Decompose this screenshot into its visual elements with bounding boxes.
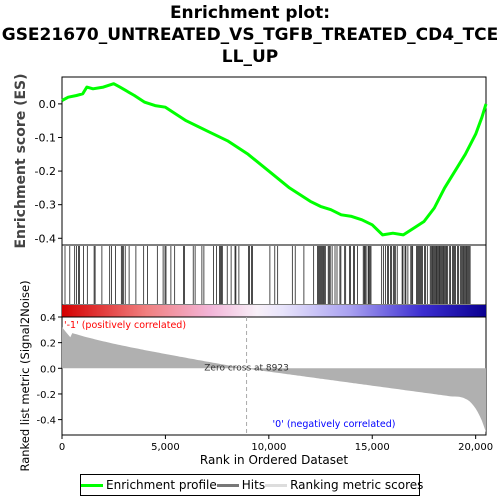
legend-item-hits: Hits xyxy=(216,478,266,492)
es-tick-label: -0.1 xyxy=(35,131,56,144)
legend-item-profile: Enrichment profile xyxy=(81,478,217,492)
legend-label-hits: Hits xyxy=(241,478,266,492)
es-axis-label: Enrichment score (ES) xyxy=(13,73,29,248)
legend-item-metric: Ranking metric scores xyxy=(265,478,423,492)
positive-correlation-label: '-1' (positively correlated) xyxy=(64,320,186,331)
metric-tick-label: -0.2 xyxy=(36,390,56,401)
legend: Enrichment profile Hits Ranking metric s… xyxy=(80,474,423,496)
x-tick-label: 15,000 xyxy=(355,442,390,453)
x-tick-label: 10,000 xyxy=(251,442,286,453)
x-tick-label: 5,000 xyxy=(151,442,180,453)
enrichment-profile-line xyxy=(61,82,488,237)
negative-correlation-label: '0' (negatively correlated) xyxy=(273,419,396,430)
chart-title-line-1: Enrichment plot: xyxy=(169,3,331,23)
rank-color-bar xyxy=(62,305,486,317)
legend-swatch-metric xyxy=(265,483,288,487)
metric-axis: 0.4 0.2 0.0 -0.2 -0.4 xyxy=(36,313,62,427)
metric-tick-label: 0.0 xyxy=(40,364,56,375)
legend-label-profile: Enrichment profile xyxy=(106,478,217,492)
legend-label-metric: Ranking metric scores xyxy=(290,478,424,492)
es-tick-label: -0.2 xyxy=(35,165,56,178)
ranking-metric-area xyxy=(62,327,486,433)
es-axis: 0.0 -0.1 -0.2 -0.3 -0.4 xyxy=(35,98,62,245)
metric-tick-label: 0.2 xyxy=(40,339,56,350)
legend-swatch-hits xyxy=(216,483,239,487)
x-axis-label: Rank in Ordered Dataset xyxy=(200,453,348,467)
es-tick-label: -0.3 xyxy=(35,199,56,212)
metric-tick-label: 0.4 xyxy=(40,313,56,324)
chart-title: Enrichment plot: GSE21670_UNTREATED_VS_T… xyxy=(0,2,500,68)
es-panel xyxy=(61,76,487,246)
hits-panel xyxy=(61,244,487,306)
gene-hit-marks xyxy=(64,246,471,304)
chart-title-line-2: GSE21670_UNTREATED_VS_TGFB_TREATED_CD4_T… xyxy=(1,25,499,45)
es-tick-label: 0.0 xyxy=(39,98,57,111)
metric-axis-label: Ranked list metric (Signal2Noise) xyxy=(18,280,32,471)
chart-title-line-3: LL_UP xyxy=(221,47,279,67)
x-tick-label: 20,000 xyxy=(458,442,493,453)
metric-tick-label: -0.4 xyxy=(36,416,56,427)
legend-swatch-profile xyxy=(81,483,103,487)
zero-cross-label: Zero cross at 8923 xyxy=(204,363,289,373)
x-tick-label: 0 xyxy=(59,442,65,453)
x-axis: 0 5,000 10,000 15,000 20,000 xyxy=(59,435,493,453)
es-tick-label: -0.4 xyxy=(35,232,56,245)
